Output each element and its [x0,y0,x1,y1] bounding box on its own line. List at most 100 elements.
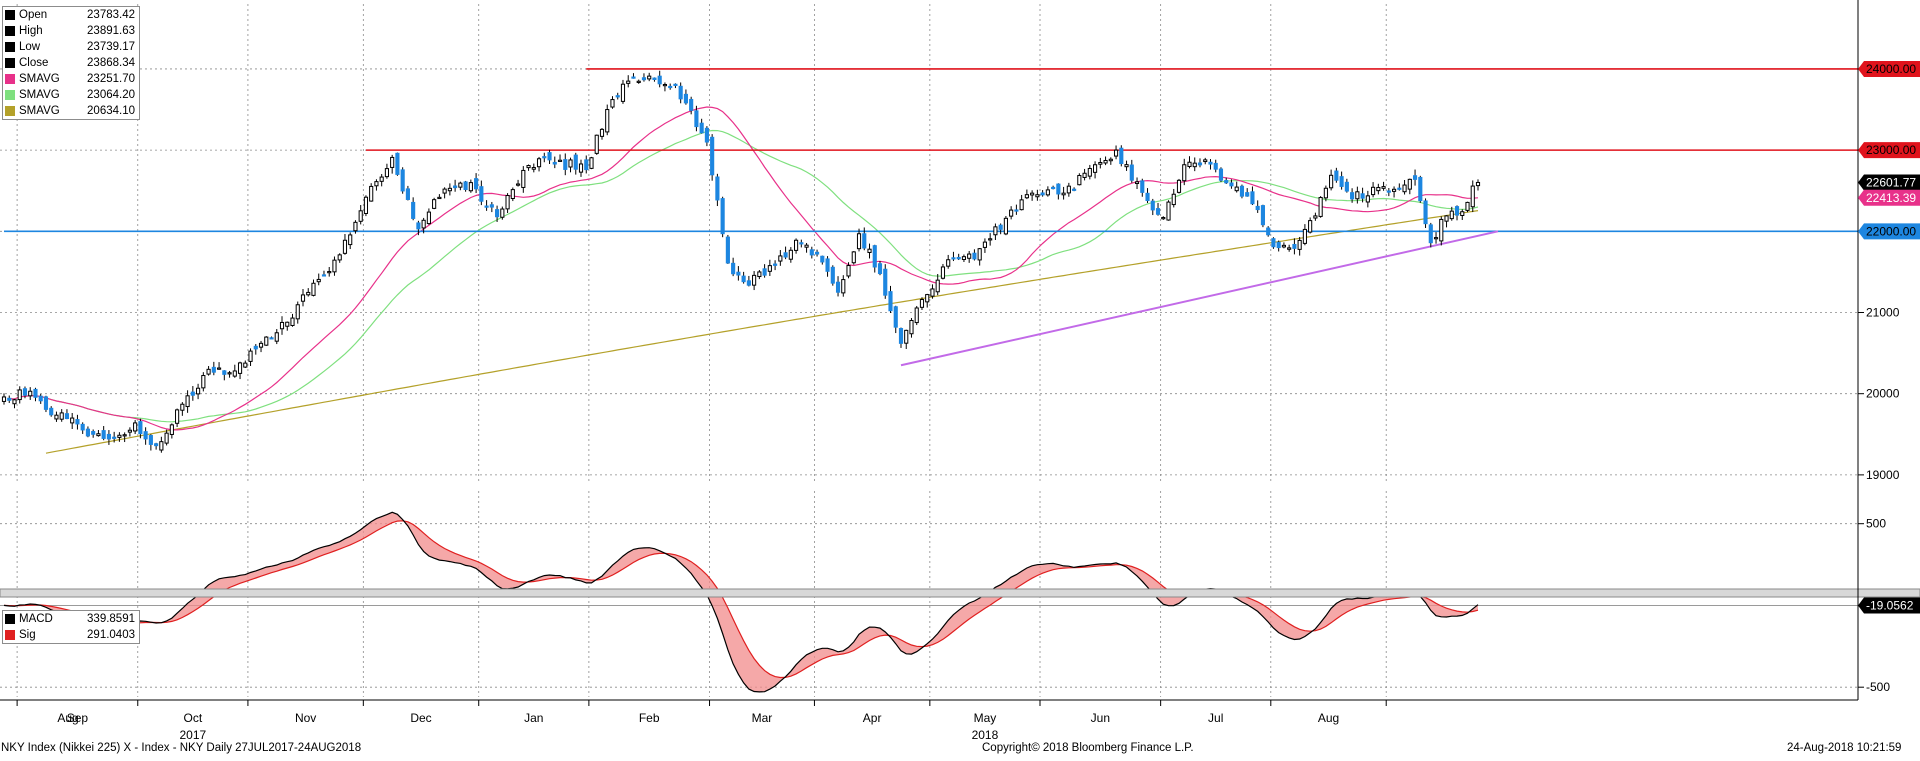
price-tag [1858,60,1920,77]
candle-body [216,367,222,370]
candle-body [1218,168,1224,181]
candle-body [1077,174,1082,186]
candle-body [1061,192,1066,196]
candle-body [112,436,117,439]
candle-body [1098,162,1103,165]
candle-body [972,252,977,260]
candle-body [75,419,80,425]
candle-body [468,182,473,192]
x-tick-label: May [974,711,997,725]
candle-body [1412,175,1418,180]
candle-body [1245,192,1250,197]
candle-body [904,329,909,344]
legend-label: Sig [19,629,36,641]
footer-security: NKY Index (Nikkei 225) X - Index - NKY D… [1,742,362,754]
candle-body [253,345,258,350]
candle-body [668,85,673,89]
candle-body [390,156,395,168]
candle-body [243,362,248,368]
candle-body [925,294,930,303]
candle-body [689,98,694,111]
candle-body [190,391,195,396]
candle-body [683,93,688,104]
candle-body [1449,210,1454,220]
candle-body [1051,186,1056,190]
candle-body [1428,224,1433,244]
candle-body [206,368,211,375]
candle-body [641,77,647,81]
candle-body [49,407,54,416]
candle-body [300,294,306,302]
candle-body [363,196,369,214]
candle-body [154,443,159,447]
candle-body [1371,186,1376,196]
candle-body [898,328,904,344]
legend-value: 23064.20 [87,89,135,101]
candle-body [956,256,961,260]
candle-body [599,128,605,137]
candle-body [258,342,264,348]
candle-body [295,304,300,320]
candle-body [835,281,841,293]
candle-body [7,397,12,401]
candle-body [80,423,85,431]
candle-body [584,159,589,171]
candle-body [211,366,216,373]
legend-row: Open 23783.42 [3,7,139,23]
candle-body [426,211,431,225]
y-tick-label: 20000 [1866,387,1900,401]
candle-body [337,254,342,261]
candle-body [489,204,494,208]
candle-body [28,390,33,397]
candle-body [143,431,148,440]
candle-body [893,306,898,328]
price-tag-label: 22000.00 [1866,224,1916,238]
macd-fill [4,512,1478,692]
candle-body [1239,185,1245,197]
candle-body [725,236,730,264]
candle-body [704,127,709,143]
legend-row: Low 23739.17 [3,39,139,55]
candle-body [133,422,138,432]
candle-body [1093,164,1098,173]
candle-body [731,262,736,275]
candle-body [877,263,883,275]
candle-body [547,152,552,161]
candle-body [1365,195,1370,203]
candle-body [1014,209,1019,212]
candle-body [1271,238,1276,248]
candle-body [1475,181,1481,187]
candle-body [369,185,374,202]
candle-body [1297,239,1302,250]
candle-body [101,430,106,439]
candle-body [752,274,757,286]
candle-body [348,234,353,246]
candle-body [38,395,43,402]
candle-body [883,268,888,296]
legend-swatch [5,614,15,624]
legend-swatch [5,630,15,640]
sma-line [9,129,1479,423]
x-tick-label: Dec [410,711,431,725]
candle-body [495,209,500,218]
y-tick-label: 21000 [1866,306,1900,320]
candle-body [463,181,468,190]
candle-body [1397,187,1402,190]
candle-body [264,336,269,346]
candle-body [1056,183,1061,195]
candle-body [437,196,442,200]
x-tick-label: Nov [295,711,316,725]
x-tick-label: Oct [184,711,203,725]
candle-body [946,259,951,267]
candle-body [1129,164,1134,181]
legend-value: 23868.34 [87,57,135,69]
candle-body [867,248,872,253]
candle-body [1140,180,1145,193]
candle-body [127,429,132,433]
legend-label: SMAVG [19,73,60,85]
candle-body [804,244,809,248]
candle-body [1234,186,1239,192]
candle-body [736,271,741,276]
x-tick-label: Mar [752,711,773,725]
candle-body [1150,200,1155,211]
